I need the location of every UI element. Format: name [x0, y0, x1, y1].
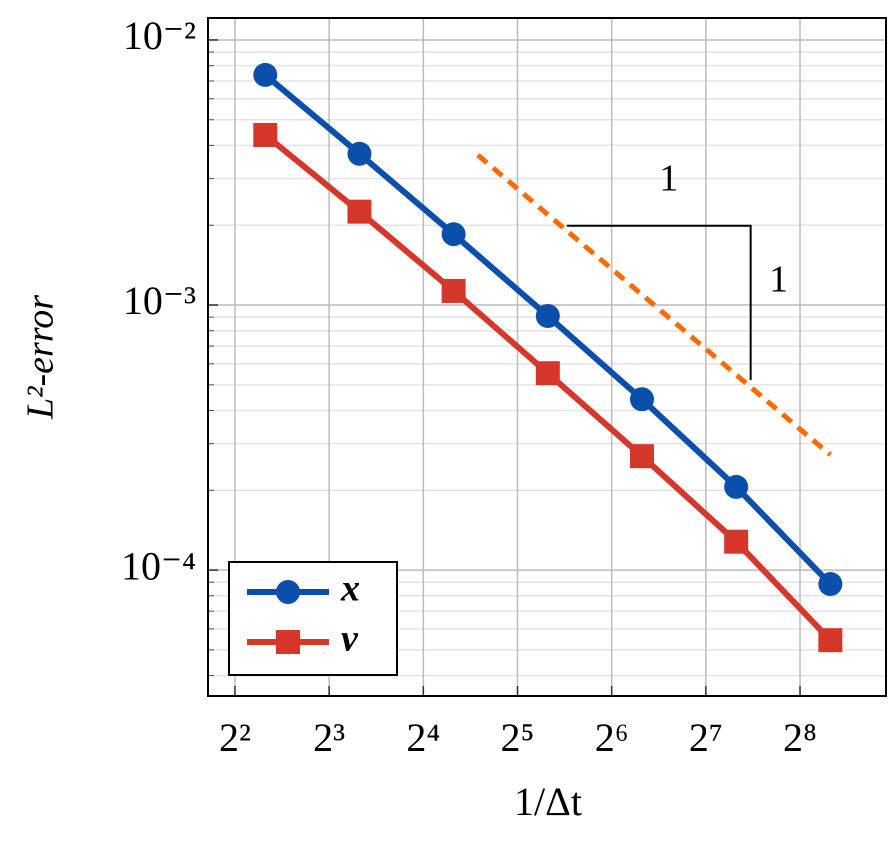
legend-marker: [276, 630, 300, 654]
slope-label: 1: [769, 259, 788, 301]
point: [253, 62, 278, 87]
y-axis-label: L²-error: [20, 295, 62, 420]
point: [629, 444, 654, 469]
x-tick-label: 2⁷: [689, 715, 723, 760]
point: [535, 361, 560, 386]
point: [818, 628, 843, 653]
point: [441, 222, 466, 247]
point: [818, 572, 843, 597]
x-axis-label: 1/Δt: [514, 779, 582, 824]
y-tick-label: 10⁻⁴: [121, 543, 196, 588]
plot-frame: [207, 17, 887, 697]
x-tick-label: 2³: [313, 715, 345, 760]
point: [629, 387, 654, 412]
point: [535, 304, 560, 329]
point: [724, 474, 749, 499]
point: [347, 199, 372, 224]
legend-marker: [276, 580, 300, 604]
point: [253, 122, 278, 147]
point: [347, 141, 372, 166]
x-tick-label: 2⁴: [406, 715, 440, 760]
point: [724, 529, 749, 554]
legend-label: v: [341, 618, 359, 660]
reference-line: [476, 153, 832, 457]
point: [441, 278, 466, 303]
y-tick-label: 10⁻³: [123, 278, 196, 323]
x-tick-label: 2⁶: [595, 715, 629, 760]
legend-label: x: [340, 568, 360, 610]
slope-label: 1: [659, 158, 678, 200]
x-tick-label: 2⁵: [501, 715, 535, 760]
x-tick-label: 2²: [219, 715, 251, 760]
slope-triangle: [566, 224, 752, 381]
y-tick-label: 10⁻²: [123, 13, 196, 58]
legend-box: [228, 561, 398, 676]
x-tick-label: 2⁸: [783, 715, 817, 760]
